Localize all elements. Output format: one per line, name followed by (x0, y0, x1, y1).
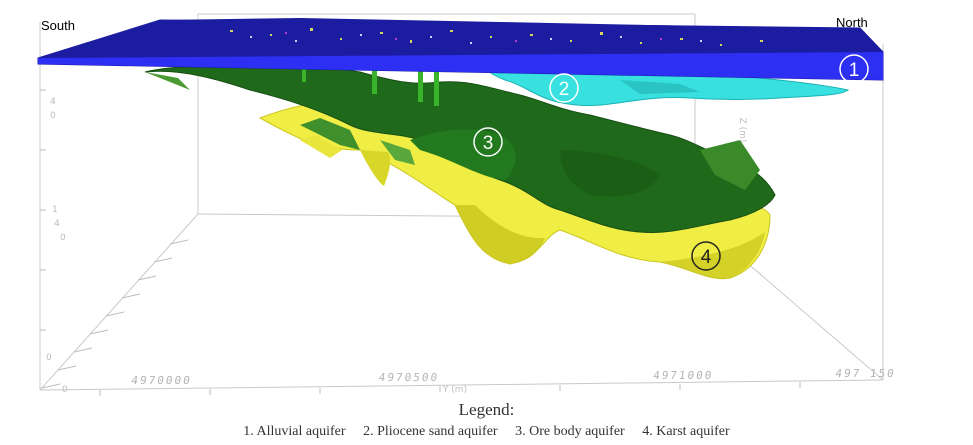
z-tick-label: 4 (54, 219, 60, 229)
z-tick-label: 4 (50, 97, 56, 107)
legend-item-karst: 4. Karst aquifer (642, 424, 730, 439)
legend-item-alluvial: 1. Alluvial aquifer (243, 424, 346, 439)
legend-item-pliocene: 2. Pliocene sand aquifer (363, 424, 498, 439)
y-tick-label: 4971000 (652, 369, 714, 382)
z-tick-label: 0 (60, 233, 66, 243)
y-tick-label: 4970000 (130, 374, 192, 387)
legend-item-ore-body: 3. Ore body aquifer (515, 424, 625, 439)
south-label: South (41, 18, 75, 33)
ore-body-aquifer-body (144, 65, 776, 234)
marker-4: 4 (691, 241, 721, 271)
marker-3-number: 3 (483, 133, 494, 154)
wells (302, 58, 439, 106)
x-tick-label: 0 (62, 385, 68, 395)
north-label: North (836, 15, 868, 30)
z-axis-ticks (40, 89, 46, 331)
y-tick-label: 4970500 (378, 371, 440, 384)
z-tick-label: 1 (52, 205, 58, 215)
marker-4-number: 4 (701, 247, 712, 268)
marker-1: 1 (839, 54, 869, 84)
y-axis-ticks (99, 382, 801, 396)
marker-1-number: 1 (849, 60, 860, 81)
marker-3: 3 (473, 127, 503, 157)
marker-2-number: 2 (559, 79, 570, 100)
legend-title: Legend: (458, 400, 515, 419)
x-axis-ticks (41, 239, 189, 389)
legend: 1. Alluvial aquifer 2. Pliocene sand aqu… (0, 424, 973, 440)
alluvial-aquifer-body (37, 18, 884, 81)
y-tick-label: 497 150 (834, 367, 896, 380)
z-axis-label: Z (m) (737, 118, 747, 143)
y-axis-label: Y (m) (442, 385, 467, 395)
z-tick-label: 0 (50, 111, 56, 121)
x-tick-label: 0 (46, 353, 52, 363)
marker-2: 2 (549, 73, 579, 103)
